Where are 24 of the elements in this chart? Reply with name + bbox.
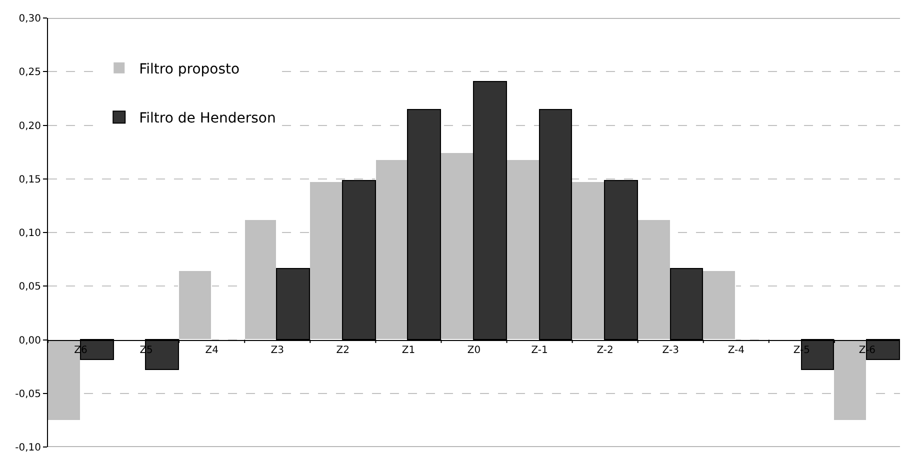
y-tick-label: 0,25 — [18, 67, 41, 78]
y-tick-label: -0,05 — [15, 388, 41, 400]
x-tick-label: Z-3 — [662, 344, 679, 356]
y-tick-label: 0,15 — [18, 174, 41, 186]
y-tick-label: 0,30 — [18, 14, 41, 24]
y-tick-label: 0,10 — [18, 228, 41, 239]
bar — [244, 219, 277, 340]
x-tick-label: Z-1 — [531, 344, 548, 356]
x-tick-label: Z4 — [205, 344, 218, 356]
legend-label: Filtro proposto — [139, 61, 240, 78]
y-tick-label: -0,10 — [15, 442, 41, 454]
bar — [637, 219, 671, 340]
bar — [506, 159, 540, 340]
x-tick-label: Z-2 — [596, 344, 614, 356]
legend-label: Filtro de Henderson — [139, 110, 276, 127]
x-tick-label: Z-4 — [728, 344, 744, 356]
y-tick-label: 0,20 — [18, 120, 41, 132]
y-tick-label: 0,05 — [18, 282, 41, 293]
x-tick-label: Z1 — [402, 344, 416, 356]
y-tick-label: 0,00 — [18, 335, 41, 346]
bar — [440, 152, 474, 340]
x-tick-label: Z3 — [270, 344, 284, 356]
x-tick-label: Z0 — [467, 344, 481, 356]
x-tick-label: Z2 — [336, 344, 350, 356]
